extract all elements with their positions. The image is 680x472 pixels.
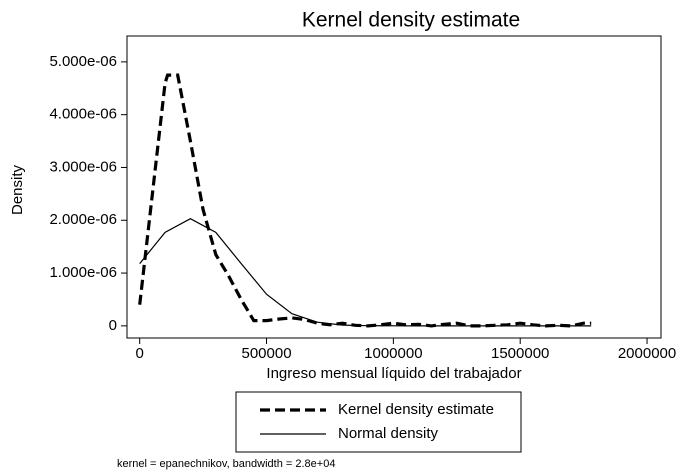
x-tick-label: 2000000: [618, 345, 676, 362]
legend-label: Kernel density estimate: [338, 401, 494, 418]
x-tick-label: 0: [136, 345, 144, 362]
x-tick-label: 1500000: [491, 345, 549, 362]
legend-box: [235, 391, 522, 453]
series-line: [139, 218, 592, 327]
x-axis-label: Ingreso mensual líquido del trabajador: [266, 365, 521, 382]
y-tick-label: 2.000e-06: [49, 211, 117, 228]
x-tick-label: 1000000: [364, 345, 422, 362]
x-tick-label: 500000: [241, 345, 291, 362]
y-tick-label: 4.000e-06: [49, 106, 117, 123]
y-tick-label: 5.000e-06: [49, 53, 117, 70]
y-tick-label: 1.000e-06: [49, 264, 117, 281]
plot-frame: [126, 35, 662, 339]
note: kernel = epanechnikov, bandwidth = 2.8e+…: [117, 458, 335, 470]
y-axis-label: Density: [9, 164, 26, 215]
y-tick-label: 3.000e-06: [49, 158, 117, 175]
series-line: [138, 73, 592, 328]
legend-label: Normal density: [338, 425, 439, 442]
y-tick-label: 0: [109, 317, 117, 334]
chart-title: Kernel density estimate: [302, 9, 520, 32]
